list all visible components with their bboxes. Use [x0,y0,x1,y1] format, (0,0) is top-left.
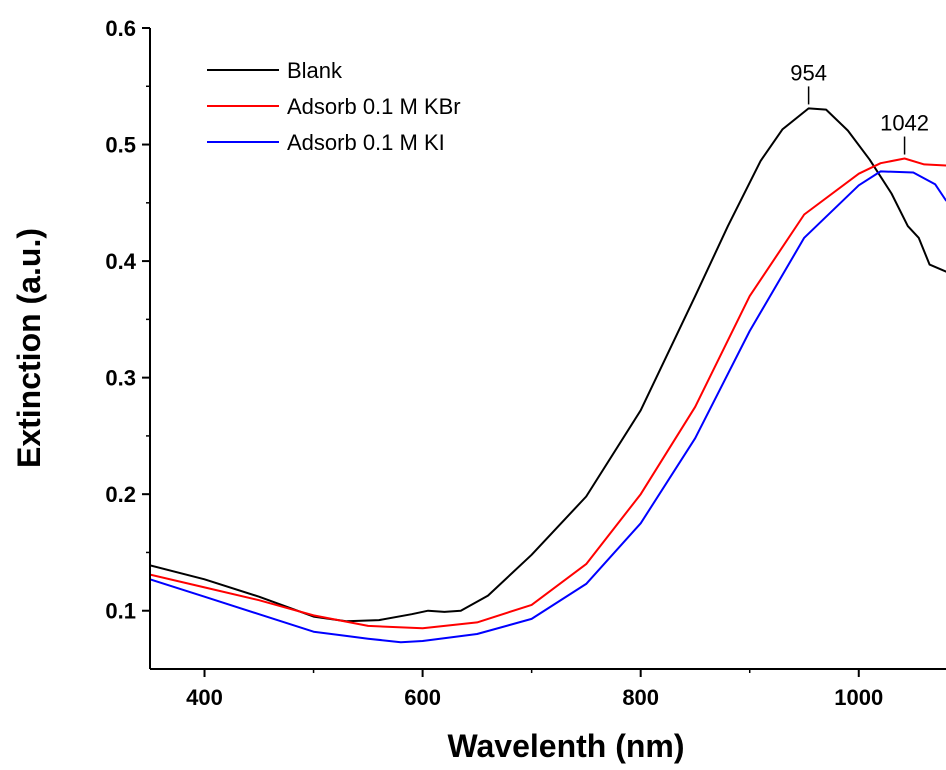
series-line-0 [150,107,946,623]
y-tick-label-5: 0.6 [105,16,136,41]
x-tick-label-3: 1000 [834,685,883,710]
annotation-label-0: 954 [790,60,827,85]
y-tick-label-3: 0.4 [105,249,136,274]
axis-ticks: 400 600 800 1000 0.1 0.2 0.3 0.4 0.5 0.6 [105,16,883,710]
x-axis-title: Wavelenth (nm) [447,728,684,764]
x-tick-label-2: 800 [622,685,659,710]
y-axis-title: Extinction (a.u.) [11,228,47,468]
series-line-1 [150,157,946,630]
x-tick-label-0: 400 [186,685,223,710]
legend: Blank Adsorb 0.1 M KBr Adsorb 0.1 M KI [207,58,461,155]
series-line-2 [150,170,946,644]
annotation-label-1: 1042 [880,111,929,136]
plot-content: 954 1042 [150,60,946,644]
legend-label-0: Blank [287,58,343,83]
y-tick-label-4: 0.5 [105,133,136,158]
y-tick-label-2: 0.3 [105,366,136,391]
series-group [150,107,946,644]
y-tick-label-1: 0.2 [105,482,136,507]
legend-label-1: Adsorb 0.1 M KBr [287,94,461,119]
x-tick-label-1: 600 [404,685,441,710]
y-tick-label-0: 0.1 [105,599,136,624]
legend-label-2: Adsorb 0.1 M KI [287,130,445,155]
